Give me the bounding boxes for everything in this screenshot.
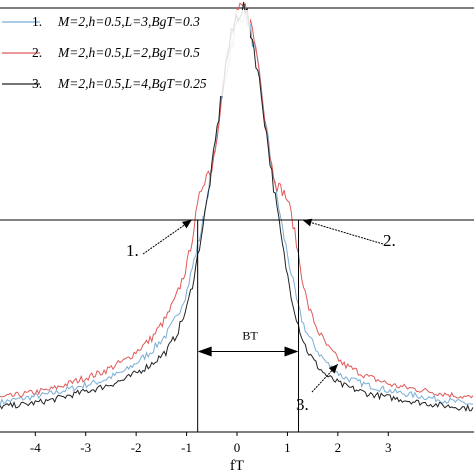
bandwidth-label: BT	[242, 328, 258, 342]
callout-arrowhead-3	[328, 364, 338, 374]
x-tick-label-4: -1	[181, 440, 192, 455]
x-tick-label-3: -2	[131, 440, 142, 455]
x-tick-label-8: 3	[385, 440, 392, 455]
x-axis-ticks: -4 -3 -2 -1 0 1 2 3	[30, 432, 392, 455]
x-tick-label-6: 1	[284, 440, 291, 455]
bandwidth-arrow-head-right	[284, 346, 299, 357]
legend-entry-1: 1. M=2,h=0.5,L=3,BgT=0.3	[2, 14, 200, 29]
callout-label-1: 1.	[126, 241, 139, 260]
x-tick-label-5: 0	[234, 440, 241, 455]
callout-label-2: 2.	[383, 231, 396, 250]
legend-entry-3: 3. M=2,h=0.5,L=4,BgT=0.25	[2, 76, 207, 91]
legend-index-1: 1.	[32, 14, 42, 29]
x-axis-label: fT	[230, 458, 244, 474]
legend-background	[0, 10, 250, 96]
legend-label-3: M=2,h=0.5,L=4,BgT=0.25	[57, 76, 207, 91]
legend-label-2: M=2,h=0.5,L=2,BgT=0.5	[57, 45, 200, 60]
callout-label-3: 3.	[296, 395, 309, 414]
x-tick-label-7: 2	[335, 440, 342, 455]
callout-arrow-2	[302, 219, 384, 245]
legend-label-1: M=2,h=0.5,L=3,BgT=0.3	[57, 14, 200, 29]
bandwidth-arrow-head-left	[197, 346, 212, 357]
legend: 1. M=2,h=0.5,L=3,BgT=0.3 2. M=2,h=0.5,L=…	[0, 10, 250, 96]
callout-arrowhead-2	[302, 218, 313, 227]
annotations: BT 1. 2. 3.	[0, 218, 474, 432]
legend-index-2: 2.	[32, 45, 42, 60]
x-tick-label-2: -3	[80, 440, 91, 455]
legend-index-3: 3.	[32, 76, 42, 91]
callout-arrow-1	[142, 219, 192, 255]
x-tick-label-1: -4	[30, 440, 41, 455]
callout-arrowhead-1	[181, 220, 192, 229]
legend-entry-2: 2. M=2,h=0.5,L=2,BgT=0.5	[2, 45, 200, 60]
